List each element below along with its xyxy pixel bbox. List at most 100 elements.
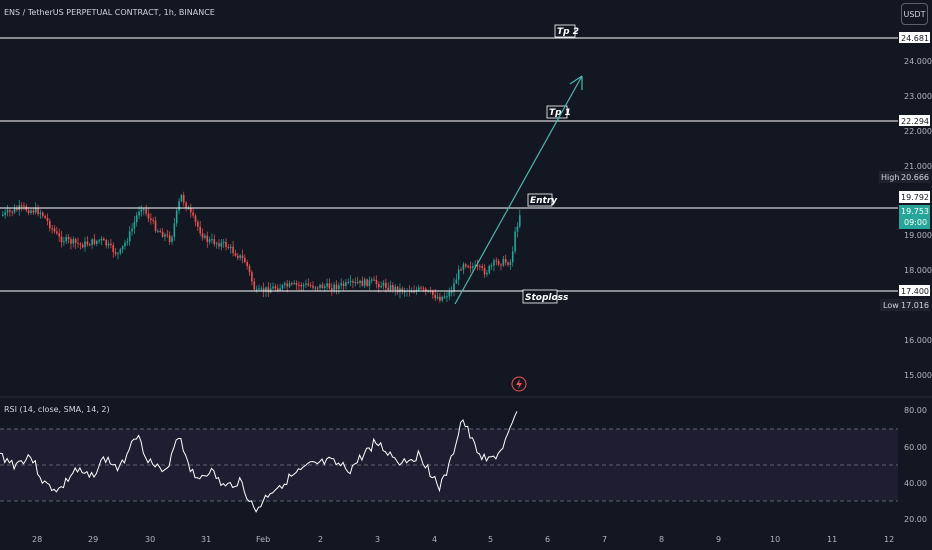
candle-body	[392, 284, 394, 290]
candle-body	[145, 209, 147, 214]
candle-body	[27, 210, 30, 213]
candle-body	[274, 286, 277, 289]
candle-body	[117, 253, 119, 255]
price-tick: 15.000	[904, 371, 932, 380]
candle-body	[32, 210, 35, 213]
candle-body	[208, 239, 211, 242]
candle-body	[347, 281, 350, 283]
candle-body	[53, 228, 56, 232]
candle-body	[23, 205, 25, 207]
candle-body	[373, 279, 375, 281]
low-price-tag	[899, 299, 930, 311]
candlestick-series[interactable]	[2, 191, 521, 303]
rsi-line[interactable]	[0, 411, 518, 513]
candle-body	[272, 286, 274, 289]
candle-body	[131, 228, 133, 232]
time-label: 8	[659, 535, 664, 544]
candle-body	[180, 195, 183, 202]
candle-body	[399, 288, 401, 293]
candle-body	[150, 218, 152, 221]
candle-body	[185, 202, 187, 209]
candle-body	[58, 233, 60, 237]
tp2-label[interactable]: Tp 2	[554, 24, 579, 38]
candle-body	[206, 235, 209, 242]
candle-body	[20, 205, 23, 207]
price-tick: 24.000	[904, 57, 932, 66]
trend-arrow[interactable]	[454, 75, 583, 305]
candle-body	[349, 281, 352, 283]
candle-body	[197, 221, 199, 227]
candle-body	[363, 279, 366, 286]
price-tick: 21.000	[904, 162, 932, 171]
candle-body	[67, 237, 70, 240]
time-label: 28	[32, 535, 42, 544]
candle-body	[319, 284, 321, 288]
candle-body	[103, 238, 105, 240]
candle-body	[128, 231, 131, 242]
candle-body	[166, 234, 169, 236]
candle-body	[361, 280, 364, 286]
candle-body	[335, 284, 338, 290]
candle-body	[269, 288, 272, 293]
candle-body	[469, 266, 472, 268]
time-label: 6	[545, 535, 550, 544]
stoploss-price-tag	[899, 285, 930, 296]
price-levels[interactable]: Tp 2 Tp 1 Entry Stoploss	[0, 24, 898, 304]
candle-body	[467, 266, 469, 268]
candle-body	[107, 243, 110, 246]
candle-body	[65, 237, 68, 242]
candle-body	[211, 239, 213, 241]
candle-body	[425, 288, 427, 291]
candle-body	[110, 243, 112, 245]
candle-body	[79, 243, 82, 245]
lightning-icon[interactable]	[511, 376, 527, 392]
current-price-tag	[899, 205, 930, 229]
entry-label[interactable]: Entry	[527, 193, 558, 207]
candle-body	[500, 264, 502, 266]
candle-body	[258, 288, 260, 290]
time-axis[interactable]: 28 29 30 31 Feb 2 3 4 5 6 7 8 9 10 11 12	[32, 535, 894, 544]
candle-body	[387, 287, 389, 290]
candle-body	[281, 285, 284, 289]
candle-body	[410, 291, 413, 293]
candle-body	[368, 280, 371, 286]
candle-body	[314, 287, 317, 289]
tp2-label-text: Tp 2	[557, 27, 579, 37]
price-tags: 24.681 22.294 High 20.666 19.792 19.753 …	[879, 32, 930, 311]
candle-body	[493, 260, 495, 266]
tp1-label-text: Tp 1	[549, 108, 571, 118]
tp1-label[interactable]: Tp 1	[546, 105, 571, 119]
candle-body	[241, 255, 244, 259]
candle-body	[479, 266, 481, 268]
rsi-pane[interactable]: RSI (14, close, SMA, 14, 2) 80.00 60.00 …	[0, 405, 927, 524]
rsi-title: RSI (14, close, SMA, 14, 2)	[4, 405, 110, 414]
price-axis[interactable]: 24.000 23.000 22.000 21.000 19.000 18.00…	[904, 57, 932, 380]
candle-body	[121, 246, 124, 250]
candle-body	[168, 235, 171, 242]
candle-body	[34, 208, 37, 213]
candle-body	[30, 210, 32, 213]
candle-body	[60, 236, 63, 243]
stoploss-price-text: 17.400	[901, 287, 929, 296]
time-label: 4	[432, 535, 437, 544]
time-label: 30	[145, 535, 155, 544]
entry-label-text: Entry	[530, 196, 558, 206]
candle-body	[295, 282, 298, 285]
candle-body	[88, 244, 91, 246]
candle-body	[114, 252, 117, 254]
candle-body	[4, 212, 6, 215]
candle-body	[6, 210, 9, 213]
candle-body	[154, 220, 157, 232]
candle-body	[298, 284, 300, 286]
candle-body	[300, 284, 303, 287]
candle-body	[51, 228, 53, 230]
candle-body	[279, 288, 281, 291]
candle-body	[70, 239, 72, 244]
stoploss-label[interactable]: Stoploss	[522, 289, 569, 304]
currency-button[interactable]: USDT	[901, 3, 928, 25]
price-tick: 19.000	[904, 231, 932, 240]
candle-body	[403, 291, 406, 293]
candle-body	[514, 231, 516, 252]
candle-body	[2, 214, 4, 216]
